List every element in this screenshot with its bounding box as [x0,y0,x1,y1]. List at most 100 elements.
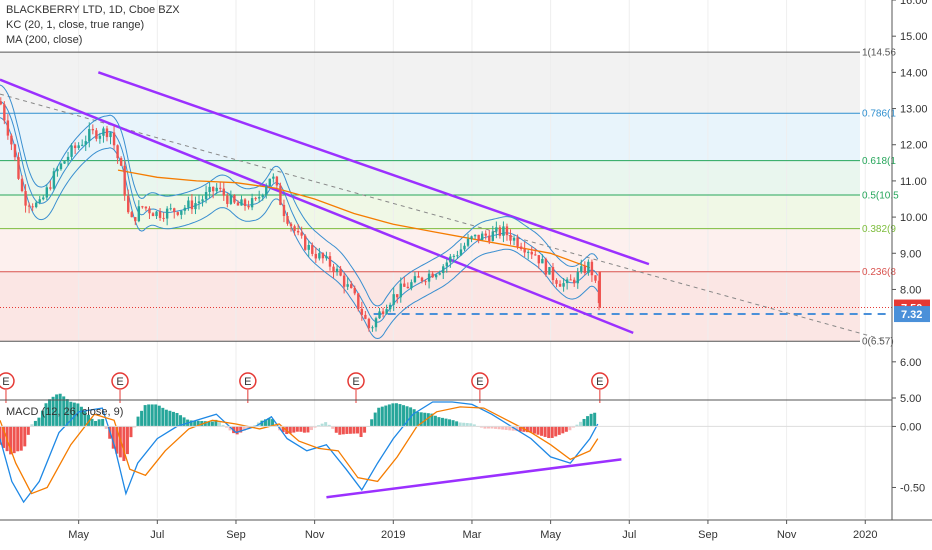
candle-body [219,187,222,189]
macd-histogram-bar [430,413,434,427]
candle-body [381,311,385,315]
candle-body [254,198,257,200]
earnings-label: E [116,376,123,388]
macd-histogram-bar [455,421,459,427]
candle-body [321,253,325,259]
channel-trendline [0,78,634,335]
candle-body [396,294,399,298]
candle-body [236,202,240,206]
macd-histogram-bar [26,426,30,435]
macd-histogram-bar [140,410,144,427]
x-tick-label: Jul [150,529,164,541]
macd-histogram-bar [217,422,221,427]
candle-body [526,251,530,253]
candle-body [459,249,463,256]
candle-body [187,200,190,208]
macd-histogram-bar [189,420,193,427]
x-tick-label: Nov [777,529,797,541]
macd-histogram-bar [292,426,296,433]
macd-histogram-bar [260,420,264,427]
macd-histogram-bar [288,426,292,434]
candle-body [180,210,183,215]
channel-trendline [97,71,650,266]
macd-histogram-bar [416,411,420,427]
macd-histogram-bar [274,424,278,427]
macd-histogram-bar [295,426,299,432]
macd-histogram-bar [593,412,597,427]
candle-body [318,253,321,259]
candle-body [587,261,590,273]
candle-body [134,217,137,222]
macd-histogram-bar [331,426,335,429]
macd-histogram-bar [433,415,437,427]
macd-histogram-bar [168,410,172,427]
macd-histogram-bar [94,420,98,427]
fibonacci-levels[interactable]: 1(14.56 0.786(1 0.618(1 0.5(10.5 0.382(9 0.23… [0,48,899,348]
fib-zone [0,113,860,161]
fib-label: 0(6.57) [862,337,894,348]
macd-histogram-bar [419,412,423,427]
macd-histogram-bar [501,426,505,430]
macd-histogram-bar [313,426,317,428]
y-tick-label: 8.00 [900,284,921,296]
candle-body [63,161,66,164]
macd-histogram-bar [370,419,374,427]
macd-histogram-bar [377,407,381,427]
candle-body [519,246,523,249]
macd-legend[interactable]: MACD (12, 26, close, 9) [6,406,124,418]
macd-histogram-bar [391,403,395,427]
candle-body [10,135,13,145]
trendlines[interactable] [0,71,892,341]
candle-body [27,205,31,207]
candle-body [141,206,144,208]
macd-histogram-bar [363,426,367,433]
candle-body [158,211,162,218]
candle-body [371,327,374,329]
macd-histogram-bar [90,418,94,427]
macd-histogram-bar [469,423,473,427]
macd-histogram-bar [532,426,536,434]
fib-label: 1(14.56 [862,48,896,59]
fib-label: 0.5(10.5 [862,191,899,202]
y-tick-label: 16.00 [900,0,928,7]
macd-histogram-bar [508,426,512,431]
candle-body [293,226,296,231]
macd-histogram-bar [221,424,225,427]
macd-histogram-bar [525,426,529,433]
macd-histogram-bar [136,416,140,427]
macd-histogram-bar [405,406,409,427]
symbol-legend[interactable]: BLACKBERRY LTD, 1D, Cboe BZX [6,4,180,16]
candle-body [516,237,519,247]
price-series [0,84,601,340]
candle-body [378,311,381,319]
grid [78,0,866,518]
candle-body [109,132,112,138]
macd-histogram-bar [317,425,321,427]
candle-body [20,178,24,191]
kc-legend[interactable]: KC (20, 1, close, true range) [6,19,145,31]
macd-histogram-bar [518,426,522,432]
macd-histogram-bar [402,405,406,427]
candle-body [470,236,473,239]
macd-histogram-bar [111,426,115,449]
macd-histogram-bar [193,420,197,427]
candle-body [112,132,116,146]
candle-body [580,266,583,273]
candle-body [77,145,80,149]
macd-histogram-bar [157,405,161,427]
candle-body [410,282,413,289]
macd-histogram-bar [147,404,151,427]
macd-histogram-bar [51,396,55,427]
macd-histogram-bar [69,401,73,427]
candle-body [555,280,558,284]
ma-legend[interactable]: MA (200, close) [6,34,83,46]
macd-histogram-bar [444,418,448,427]
macd-histogram-bar [306,426,310,433]
earnings-circle [239,372,257,390]
macd-histogram-bar [228,426,232,431]
candle-body [427,273,431,282]
macd-histogram-bar [171,411,175,427]
macd-histogram-bar [568,426,572,431]
